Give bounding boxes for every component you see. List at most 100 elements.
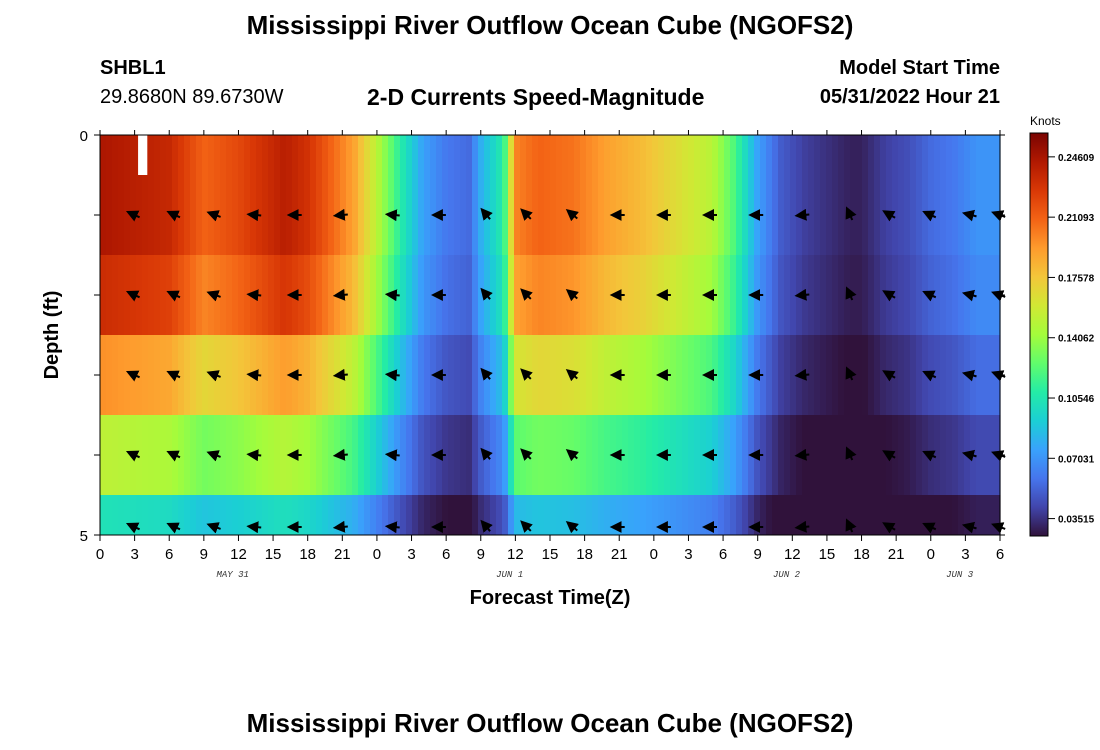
heatmap-cell (124, 255, 131, 335)
current-arrow (845, 206, 857, 221)
heatmap-cell (358, 135, 365, 175)
heatmap-cell (934, 335, 941, 415)
heatmap-cell (562, 335, 569, 415)
heatmap-cell (442, 495, 449, 535)
heatmap-cell (538, 415, 545, 495)
heatmap-cell (982, 255, 989, 335)
x-tick-label: 12 (507, 546, 524, 563)
heatmap-cell (454, 415, 461, 495)
x-day-label: JUN 2 (773, 570, 801, 580)
heatmap-cell (790, 135, 797, 175)
heatmap-cell (688, 335, 695, 415)
heatmap-cell (568, 495, 575, 535)
heatmap-cell (364, 415, 371, 495)
heatmap-cell (220, 335, 227, 415)
heatmap-cell (598, 255, 605, 335)
heatmap-cell (760, 495, 767, 535)
heatmap-cell (826, 415, 833, 495)
current-arrow (332, 368, 348, 381)
station-id: SHBL1 (100, 57, 166, 79)
colorbar-tick-label: 0.24609 (1058, 153, 1095, 164)
heatmap-cell (574, 175, 581, 255)
heatmap-cell (268, 175, 275, 255)
current-arrow (961, 209, 977, 222)
heatmap-cell (466, 415, 473, 495)
current-arrow (384, 289, 400, 302)
heatmap-cell (502, 335, 509, 415)
heatmap-cell (292, 135, 299, 175)
heatmap-cell (106, 255, 113, 335)
x-axis: 0 3 6 9 12 15 18 21 0 3 6 9 12 15 18 21 0 3 6 9 12 15 18 21 0 3 6 M… (96, 130, 1004, 580)
heatmap-cell (358, 495, 365, 535)
heatmap-cell (796, 495, 803, 535)
heatmap-cell (184, 335, 191, 415)
heatmap-cell (652, 415, 659, 495)
heatmap-cell (694, 135, 701, 175)
heatmap-cell (466, 495, 473, 535)
heatmap-cell (496, 335, 503, 415)
heatmap-cell (328, 495, 335, 535)
heatmap-cell (928, 135, 935, 175)
heatmap-cell (760, 415, 767, 495)
heatmap-cell (274, 415, 281, 495)
heatmap-cell (760, 335, 767, 415)
heatmap-cell (856, 495, 863, 535)
heatmap-cell (874, 135, 881, 175)
heatmap-cell (820, 495, 827, 535)
heatmap-cell (154, 415, 161, 495)
heatmap-cell (880, 175, 887, 255)
heatmap-cell (556, 175, 563, 255)
heatmap-cell (808, 255, 815, 335)
heatmap-cell (916, 175, 923, 255)
heatmap-cell (424, 175, 431, 255)
current-arrow (882, 450, 896, 462)
heatmap-cell (682, 495, 689, 535)
heatmap-cell (364, 255, 371, 335)
current-arrow (166, 290, 181, 302)
heatmap-cell (352, 335, 359, 415)
heatmap-cell (202, 495, 209, 535)
heatmap-cell (946, 255, 953, 335)
heatmap-cell (766, 495, 773, 535)
heatmap-cell (856, 255, 863, 335)
heatmap-cell (148, 335, 155, 415)
heatmap-cell (808, 175, 815, 255)
heatmap-cell (118, 175, 125, 255)
heatmap-cell (826, 135, 833, 175)
heatmap-cell (232, 255, 239, 335)
heatmap-cell (322, 495, 329, 535)
heatmap-cell (226, 175, 233, 255)
heatmap-cell (406, 135, 413, 175)
current-arrow (520, 208, 533, 221)
heatmap-cell (544, 135, 551, 175)
heatmap-cell (634, 255, 641, 335)
heatmap-cell (418, 415, 425, 495)
heatmap-cell (502, 135, 509, 175)
heatmap-cell (904, 335, 911, 415)
heatmap-cell (712, 135, 719, 175)
heatmap-cell (952, 495, 959, 535)
heatmap-cell (400, 175, 407, 255)
y-tick-label: 5 (80, 528, 88, 545)
heatmap-cell (448, 255, 455, 335)
heatmap-cell (376, 495, 383, 535)
x-tick-label: 3 (407, 546, 415, 563)
heatmap-cell (406, 175, 413, 255)
heatmap-cell (556, 255, 563, 335)
heatmap-cell (514, 255, 521, 335)
current-arrow (332, 448, 348, 461)
heatmap-cell (634, 495, 641, 535)
heatmap-cell (910, 135, 917, 175)
heatmap-cell (142, 335, 149, 415)
heatmap-cell (244, 255, 251, 335)
heatmap-cell (868, 135, 875, 175)
heatmap-cell (514, 415, 521, 495)
heatmap-cell (622, 255, 629, 335)
heatmap-cell (940, 495, 947, 535)
heatmap-cell (790, 495, 797, 535)
heatmap-cell (910, 335, 917, 415)
heatmap-cell (304, 495, 311, 535)
current-arrow (922, 210, 937, 222)
heatmap-cell (646, 175, 653, 255)
heatmap-cell (970, 495, 977, 535)
